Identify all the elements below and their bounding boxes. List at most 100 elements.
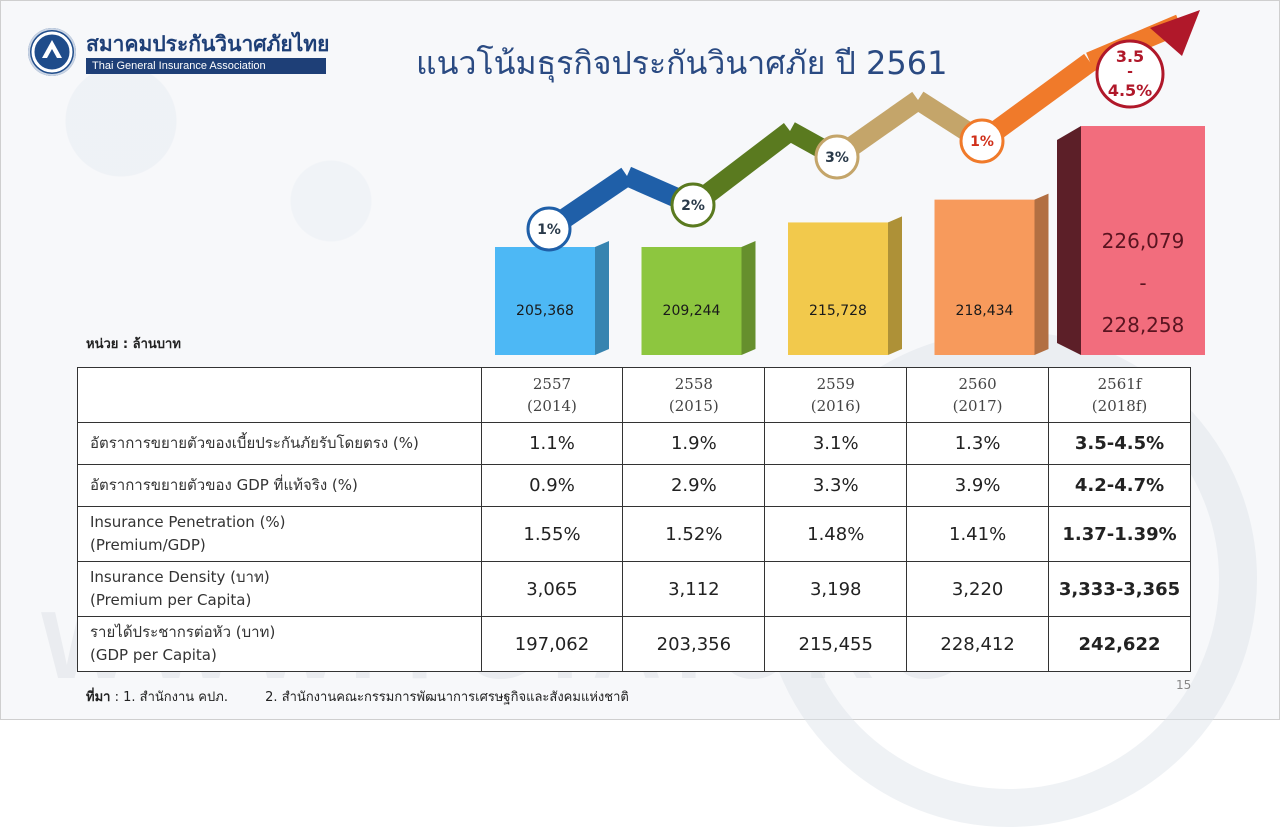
bar (788, 222, 888, 355)
table-header-year: 2557 (2014) (480, 367, 624, 423)
table-row-label: Insurance Density (บาท) (Premium per Capi… (77, 561, 482, 617)
table-header-year: 2560 (2017) (906, 367, 1050, 423)
bar-side-face (888, 216, 902, 355)
table-cell: 242,622 (1048, 616, 1191, 672)
growth-badge (670, 182, 716, 228)
growth-badge (1095, 39, 1165, 109)
bar-value-label: 228,258 (1102, 313, 1185, 337)
source-item-1: : 1. สำนักงาน คปภ. (114, 690, 228, 705)
bar-side-face (741, 241, 756, 355)
table-header-year: 2558 (2015) (622, 367, 766, 423)
table-cell: 197,062 (480, 616, 624, 672)
table-cell: 1.52% (622, 506, 766, 562)
table-header-line: (2017) (952, 397, 1003, 415)
source-item-2: 2. สำนักงานคณะกรรมการพัฒนาการเศรษฐกิจและ… (265, 690, 629, 705)
table-header-line: (2018f) (1091, 397, 1148, 415)
table-row: อัตราการขยายตัวของ GDP ที่แท้จริง (%) 0.9… (77, 464, 1191, 507)
table-cell: 1.1% (480, 422, 624, 465)
table-cell: 3,333-3,365 (1048, 561, 1191, 617)
table-cell: 1.48% (764, 506, 908, 562)
table-cell: 1.37-1.39% (1048, 506, 1191, 562)
premium-trend-chart: 205,368 209,244 215,728 218,434 226,079 - 228,… (495, 10, 1205, 355)
table-row: Insurance Penetration (%) (Premium/GDP) 1.… (77, 506, 1191, 562)
table-row: Insurance Density (บาท) (Premium per Capi… (77, 561, 1191, 617)
table-cell: 3.5-4.5% (1048, 422, 1191, 465)
table-cell: 1.9% (622, 422, 766, 465)
table-cell: 3.3% (764, 464, 908, 507)
growth-badge-label: 1% (970, 134, 994, 150)
bar (641, 247, 742, 355)
table-header-line: 2560 (958, 375, 997, 393)
table-row-label-line: อัตราการขยายตัวของ GDP ที่แท้จริง (%) (90, 476, 358, 494)
logo-name-english: Thai General Insurance Association (86, 58, 326, 74)
table-row-label: รายได้ประชากรต่อหัว (บาท) (GDP per Capita… (77, 616, 482, 672)
table-cell: 228,412 (906, 616, 1050, 672)
bar-value-label: 218,434 (956, 303, 1014, 319)
table-header-line: 2557 (532, 375, 572, 393)
growth-badge-label: 1% (537, 222, 561, 238)
insurance-statistics-table: 2557 (2014) 2558 (2015) 2559 (2016) 2560 (2017)… (77, 367, 1191, 672)
table-cell: 0.9% (480, 464, 624, 507)
bar-value-label: 205,368 (516, 303, 574, 319)
logo-emblem-icon (28, 28, 76, 76)
page-number: 15 (1176, 678, 1192, 692)
table-cell: 3,112 (622, 561, 766, 617)
table-cell: 3,220 (906, 561, 1050, 617)
table-cell: 1.41% (906, 506, 1050, 562)
table-cell: 4.2-4.7% (1048, 464, 1191, 507)
table-cell: 1.3% (906, 422, 1050, 465)
growth-badge-label: 3% (825, 150, 849, 166)
table-row: รายได้ประชากรต่อหัว (บาท) (GDP per Capita… (77, 616, 1191, 672)
growth-badge-label: 4.5% (1108, 81, 1152, 100)
table-row-label: อัตราการขยายตัวของเบี้ยประกันภัยรับโดยตร… (77, 422, 482, 465)
bar-side-face (1057, 126, 1081, 355)
table-header-line: (2014) (527, 397, 577, 415)
table-row-label-line: (GDP per Capita) (90, 646, 217, 664)
unit-label: หน่วย : ล้านบาท (86, 337, 181, 352)
growth-badge-label: - (1127, 64, 1133, 80)
table-cell: 203,356 (622, 616, 766, 672)
table-header-row: 2557 (2014) 2558 (2015) 2559 (2016) 2560 (2017)… (77, 367, 1191, 423)
association-logo: สมาคมประกันวินาศภัยไทย Thai General Insu… (28, 28, 330, 80)
bar-value-label: 209,244 (663, 303, 721, 319)
table-header-year: 2561f (2018f) (1048, 367, 1191, 423)
table-header-line: 2561f (1097, 375, 1142, 393)
table-row-label: Insurance Penetration (%) (Premium/GDP) (77, 506, 482, 562)
table-row-label-line: (Premium per Capita) (90, 591, 252, 609)
table-header-empty (77, 367, 482, 423)
table-header-year: 2559 (2016) (764, 367, 908, 423)
bar-side-face (595, 241, 609, 355)
table-row-label-line: อัตราการขยายตัวของเบี้ยประกันภัยรับโดยตร… (90, 434, 419, 452)
source-prefix: ที่มา (86, 690, 111, 705)
bar-value-label: 226,079 (1102, 229, 1185, 253)
bar (495, 247, 595, 355)
bar-side-face (1034, 193, 1049, 355)
growth-badge-label: 3.5 (1116, 47, 1144, 66)
table-header-line: 2558 (674, 375, 713, 393)
growth-badge (959, 118, 1005, 164)
logo-name-thai: สมาคมประกันวินาศภัยไทย (86, 32, 330, 56)
source-note: ที่มา : 1. สำนักงาน คปภ. 2. สำนักงานคณะก… (86, 686, 629, 707)
table-row-label-line: (Premium/GDP) (90, 536, 206, 554)
page-title: แนวโน้มธุรกิจประกันวินาศภัย ปี 2561 (416, 44, 948, 82)
table-row: อัตราการขยายตัวของเบี้ยประกันภัยรับโดยตร… (77, 422, 1191, 465)
table-header-line: (2016) (810, 397, 861, 415)
bar (934, 199, 1035, 355)
table-cell: 3,198 (764, 561, 908, 617)
table-cell: 2.9% (622, 464, 766, 507)
table-cell: 3,065 (480, 561, 624, 617)
table-row-label-line: รายได้ประชากรต่อหัว (บาท) (90, 623, 276, 641)
bar (1081, 126, 1205, 355)
growth-badge (526, 206, 572, 252)
bar-value-label: 215,728 (809, 303, 867, 319)
growth-badge (814, 134, 860, 180)
table-row-label: อัตราการขยายตัวของ GDP ที่แท้จริง (%) (77, 464, 482, 507)
table-cell: 3.9% (906, 464, 1050, 507)
table-header-line: (2015) (668, 397, 719, 415)
growth-badge-label: 2% (681, 198, 705, 214)
table-cell: 1.55% (480, 506, 624, 562)
bar-value-label: - (1139, 271, 1146, 295)
table-header-line: 2559 (816, 375, 855, 393)
table-cell: 3.1% (764, 422, 908, 465)
